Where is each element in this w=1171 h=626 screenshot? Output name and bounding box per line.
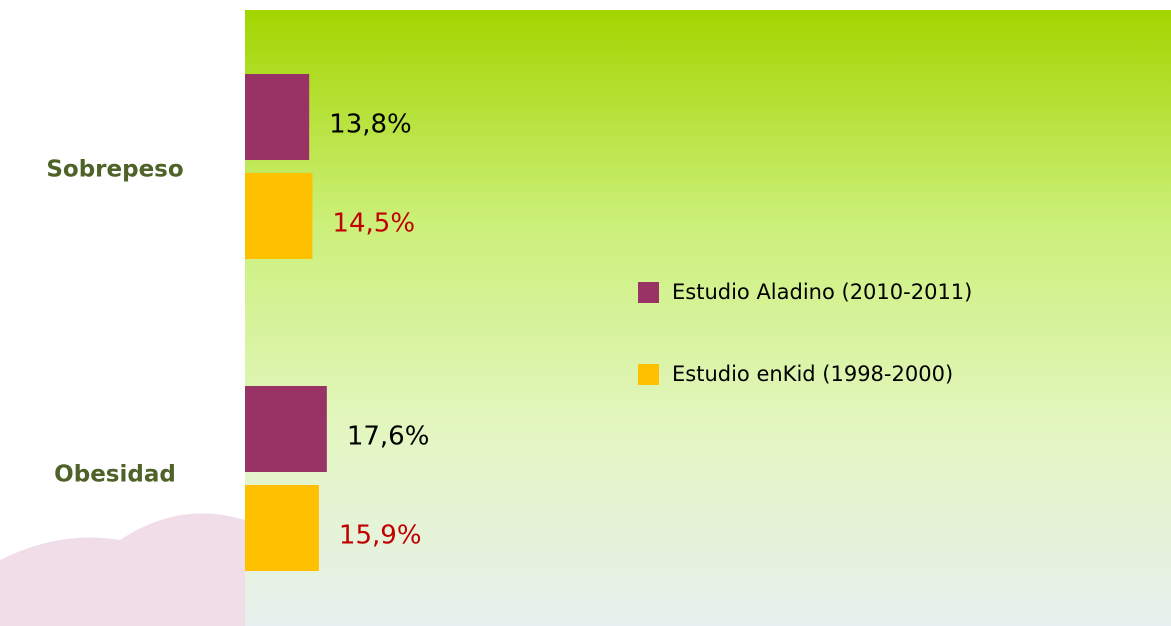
legend-label: Estudio Aladino (2010-2011) bbox=[672, 280, 972, 304]
map-decoration bbox=[0, 513, 245, 626]
data-label: 15,9% bbox=[339, 521, 422, 551]
data-label: 13,8% bbox=[329, 110, 412, 140]
data-label: 14,5% bbox=[332, 209, 415, 239]
legend-label: Estudio enKid (1998-2000) bbox=[672, 362, 953, 386]
bar bbox=[245, 173, 313, 259]
plot-area bbox=[245, 10, 1171, 626]
legend-swatch bbox=[638, 364, 659, 385]
bar bbox=[245, 386, 327, 472]
category-label: Obesidad bbox=[54, 462, 176, 488]
data-label: 17,6% bbox=[347, 422, 430, 452]
bar bbox=[245, 485, 319, 571]
legend-swatch bbox=[638, 282, 659, 303]
category-label: Sobrepeso bbox=[46, 157, 183, 183]
bar bbox=[245, 74, 310, 160]
